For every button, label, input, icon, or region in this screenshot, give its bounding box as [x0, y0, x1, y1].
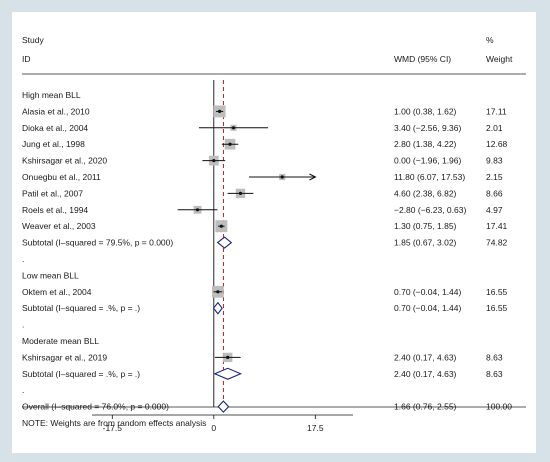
weight-value: 2.15 [486, 172, 503, 182]
study-row: Jung et al., 1998 2.80 (1.38, 4.22) 12.68 [22, 138, 508, 150]
weight-value: 16.55 [486, 287, 508, 297]
weight-value: 12.68 [486, 139, 508, 149]
weight-value: 16.55 [486, 303, 508, 313]
header-weight-percent: % [486, 35, 494, 45]
header-effect: WMD (95% CI) [394, 54, 451, 64]
study-label: Jung et al., 1998 [22, 139, 85, 149]
point-estimate [195, 208, 200, 212]
point-estimate [231, 126, 236, 130]
overall-diamond [217, 400, 230, 413]
weight-value: 8.66 [486, 188, 503, 198]
point-estimate [216, 290, 220, 294]
group-label: Low mean BLL [22, 270, 79, 280]
effect-ci: 1.85 (0.67, 3.02) [394, 238, 457, 248]
point-estimate [226, 355, 230, 359]
study-row: Alasia et al., 2010 1.00 (0.38, 1.62) 17.1… [22, 105, 507, 118]
weight-value: 17.11 [486, 106, 507, 116]
x-tick-label: -17.5 [103, 423, 123, 433]
weight-value: 8.63 [486, 352, 503, 362]
effect-ci: 0.00 (−1.96, 1.96) [394, 156, 462, 166]
group-row: High mean BLL [22, 90, 81, 100]
group-label: High mean BLL [22, 90, 81, 100]
study-label: Dioka et al., 2004 [22, 123, 88, 133]
note-label: NOTE: Weights are from random effects an… [22, 418, 206, 428]
effect-ci: 0.70 (−0.04, 1.44) [394, 303, 462, 313]
effect-ci: 4.60 (2.38, 6.82) [394, 188, 457, 198]
subtotal-label: Subtotal (I–squared = .%, p = .) [22, 303, 140, 313]
x-tick-label: 0 [211, 423, 216, 433]
dot-row: . [22, 254, 24, 264]
point-estimate [212, 159, 216, 163]
weight-value: 2.01 [486, 123, 503, 133]
subtotal-label: Subtotal (I–squared = 79.5%, p = 0.000) [22, 238, 173, 248]
weight-value: 100.00 [486, 402, 512, 412]
effect-ci: 1.00 (0.38, 1.62) [394, 106, 457, 116]
weight-value: 4.97 [486, 205, 503, 215]
subtotal-label: Subtotal (I–squared = .%, p = .) [22, 369, 140, 379]
study-row: Weaver et al., 2003 1.30 (0.75, 1.85) 17.4… [22, 220, 508, 233]
effect-ci: 11.80 (6.07, 17.53) [394, 172, 465, 182]
overall-label: Overall (I–squared = 76.0%, p = 0.000) [22, 402, 169, 412]
overall-row: Overall (I–squared = 76.0%, p = 0.000) 1.… [22, 400, 512, 413]
point-estimate [218, 109, 222, 113]
group-label: Moderate mean BLL [22, 336, 99, 346]
study-row: Dioka et al., 2004 3.40 (−2.56, 9.36) 2.01 [22, 123, 503, 133]
dot-row: . [22, 320, 24, 330]
note-row: NOTE: Weights are from random effects an… [22, 418, 206, 428]
effect-ci: 2.80 (1.38, 4.22) [394, 139, 457, 149]
forest-plot: Study ID WMD (95% CI) % Weight High mean… [22, 35, 526, 433]
chart-frame: Study ID WMD (95% CI) % Weight High mean… [12, 12, 536, 453]
weight-value: 8.63 [486, 369, 503, 379]
study-label: Weaver et al., 2003 [22, 221, 96, 231]
point-estimate [228, 142, 232, 146]
weight-value: 74.82 [486, 238, 508, 248]
study-row: Oktem et al., 2004 0.70 (−0.04, 1.44) 16.5… [22, 285, 508, 298]
effect-ci: 1.30 (0.75, 1.85) [394, 221, 457, 231]
study-row: Kshirsagar et al., 2019 2.40 (0.17, 4.63)… [22, 352, 503, 362]
effect-ci: 2.40 (0.17, 4.63) [394, 369, 457, 379]
header-study: Study [22, 35, 44, 45]
study-label: Alasia et al., 2010 [22, 106, 90, 116]
effect-ci: 3.40 (−2.56, 9.36) [394, 123, 462, 133]
point-estimate [280, 175, 284, 179]
study-label: Kshirsagar et al., 2020 [22, 156, 107, 166]
header-id: ID [22, 54, 31, 64]
point-estimate [238, 191, 243, 195]
effect-ci: 1.66 (0.76, 2.55) [394, 402, 457, 412]
study-row: Onuegbu et al., 2011 11.80 (6.07, 17.53) 2… [22, 172, 503, 182]
subtotal-row: Subtotal (I–squared = .%, p = .) 0.70 (−0… [22, 301, 508, 315]
study-label: Roels et al., 1994 [22, 205, 88, 215]
study-row: Roels et al., 1994 −2.80 (−6.23, 0.63) 4.9… [22, 205, 503, 215]
effect-ci: −2.80 (−6.23, 0.63) [394, 205, 466, 215]
study-label: Patil et al., 2007 [22, 188, 83, 198]
dot-label: . [22, 320, 24, 330]
subtotal-diamond [212, 301, 223, 315]
dot-label: . [22, 254, 24, 264]
x-tick-label: 17.5 [307, 423, 324, 433]
weight-value: 17.41 [486, 221, 508, 231]
subtotal-diamond [213, 367, 243, 380]
subtotal-diamond [216, 236, 233, 249]
study-label: Kshirsagar et al., 2019 [22, 352, 107, 362]
dot-label: . [22, 385, 24, 395]
study-row: Patil et al., 2007 4.60 (2.38, 6.82) 8.66 [22, 188, 503, 198]
dot-row: . [22, 385, 24, 395]
group-row: Low mean BLL [22, 270, 79, 280]
group-row: Moderate mean BLL [22, 336, 99, 346]
effect-ci: 2.40 (0.17, 4.63) [394, 352, 457, 362]
study-label: Onuegbu et al., 2011 [22, 172, 101, 182]
header-weight: Weight [486, 54, 513, 64]
study-row: Kshirsagar et al., 2020 0.00 (−1.96, 1.96… [22, 156, 503, 166]
ci-arrow [309, 173, 317, 181]
effect-ci: 0.70 (−0.04, 1.44) [394, 287, 462, 297]
subtotal-row: Subtotal (I–squared = .%, p = .) 2.40 (0.… [22, 367, 503, 380]
subtotal-row: Subtotal (I–squared = 79.5%, p = 0.000) 1… [22, 236, 508, 249]
weight-value: 9.83 [486, 156, 503, 166]
study-label: Oktem et al., 2004 [22, 287, 92, 297]
point-estimate [219, 224, 223, 228]
